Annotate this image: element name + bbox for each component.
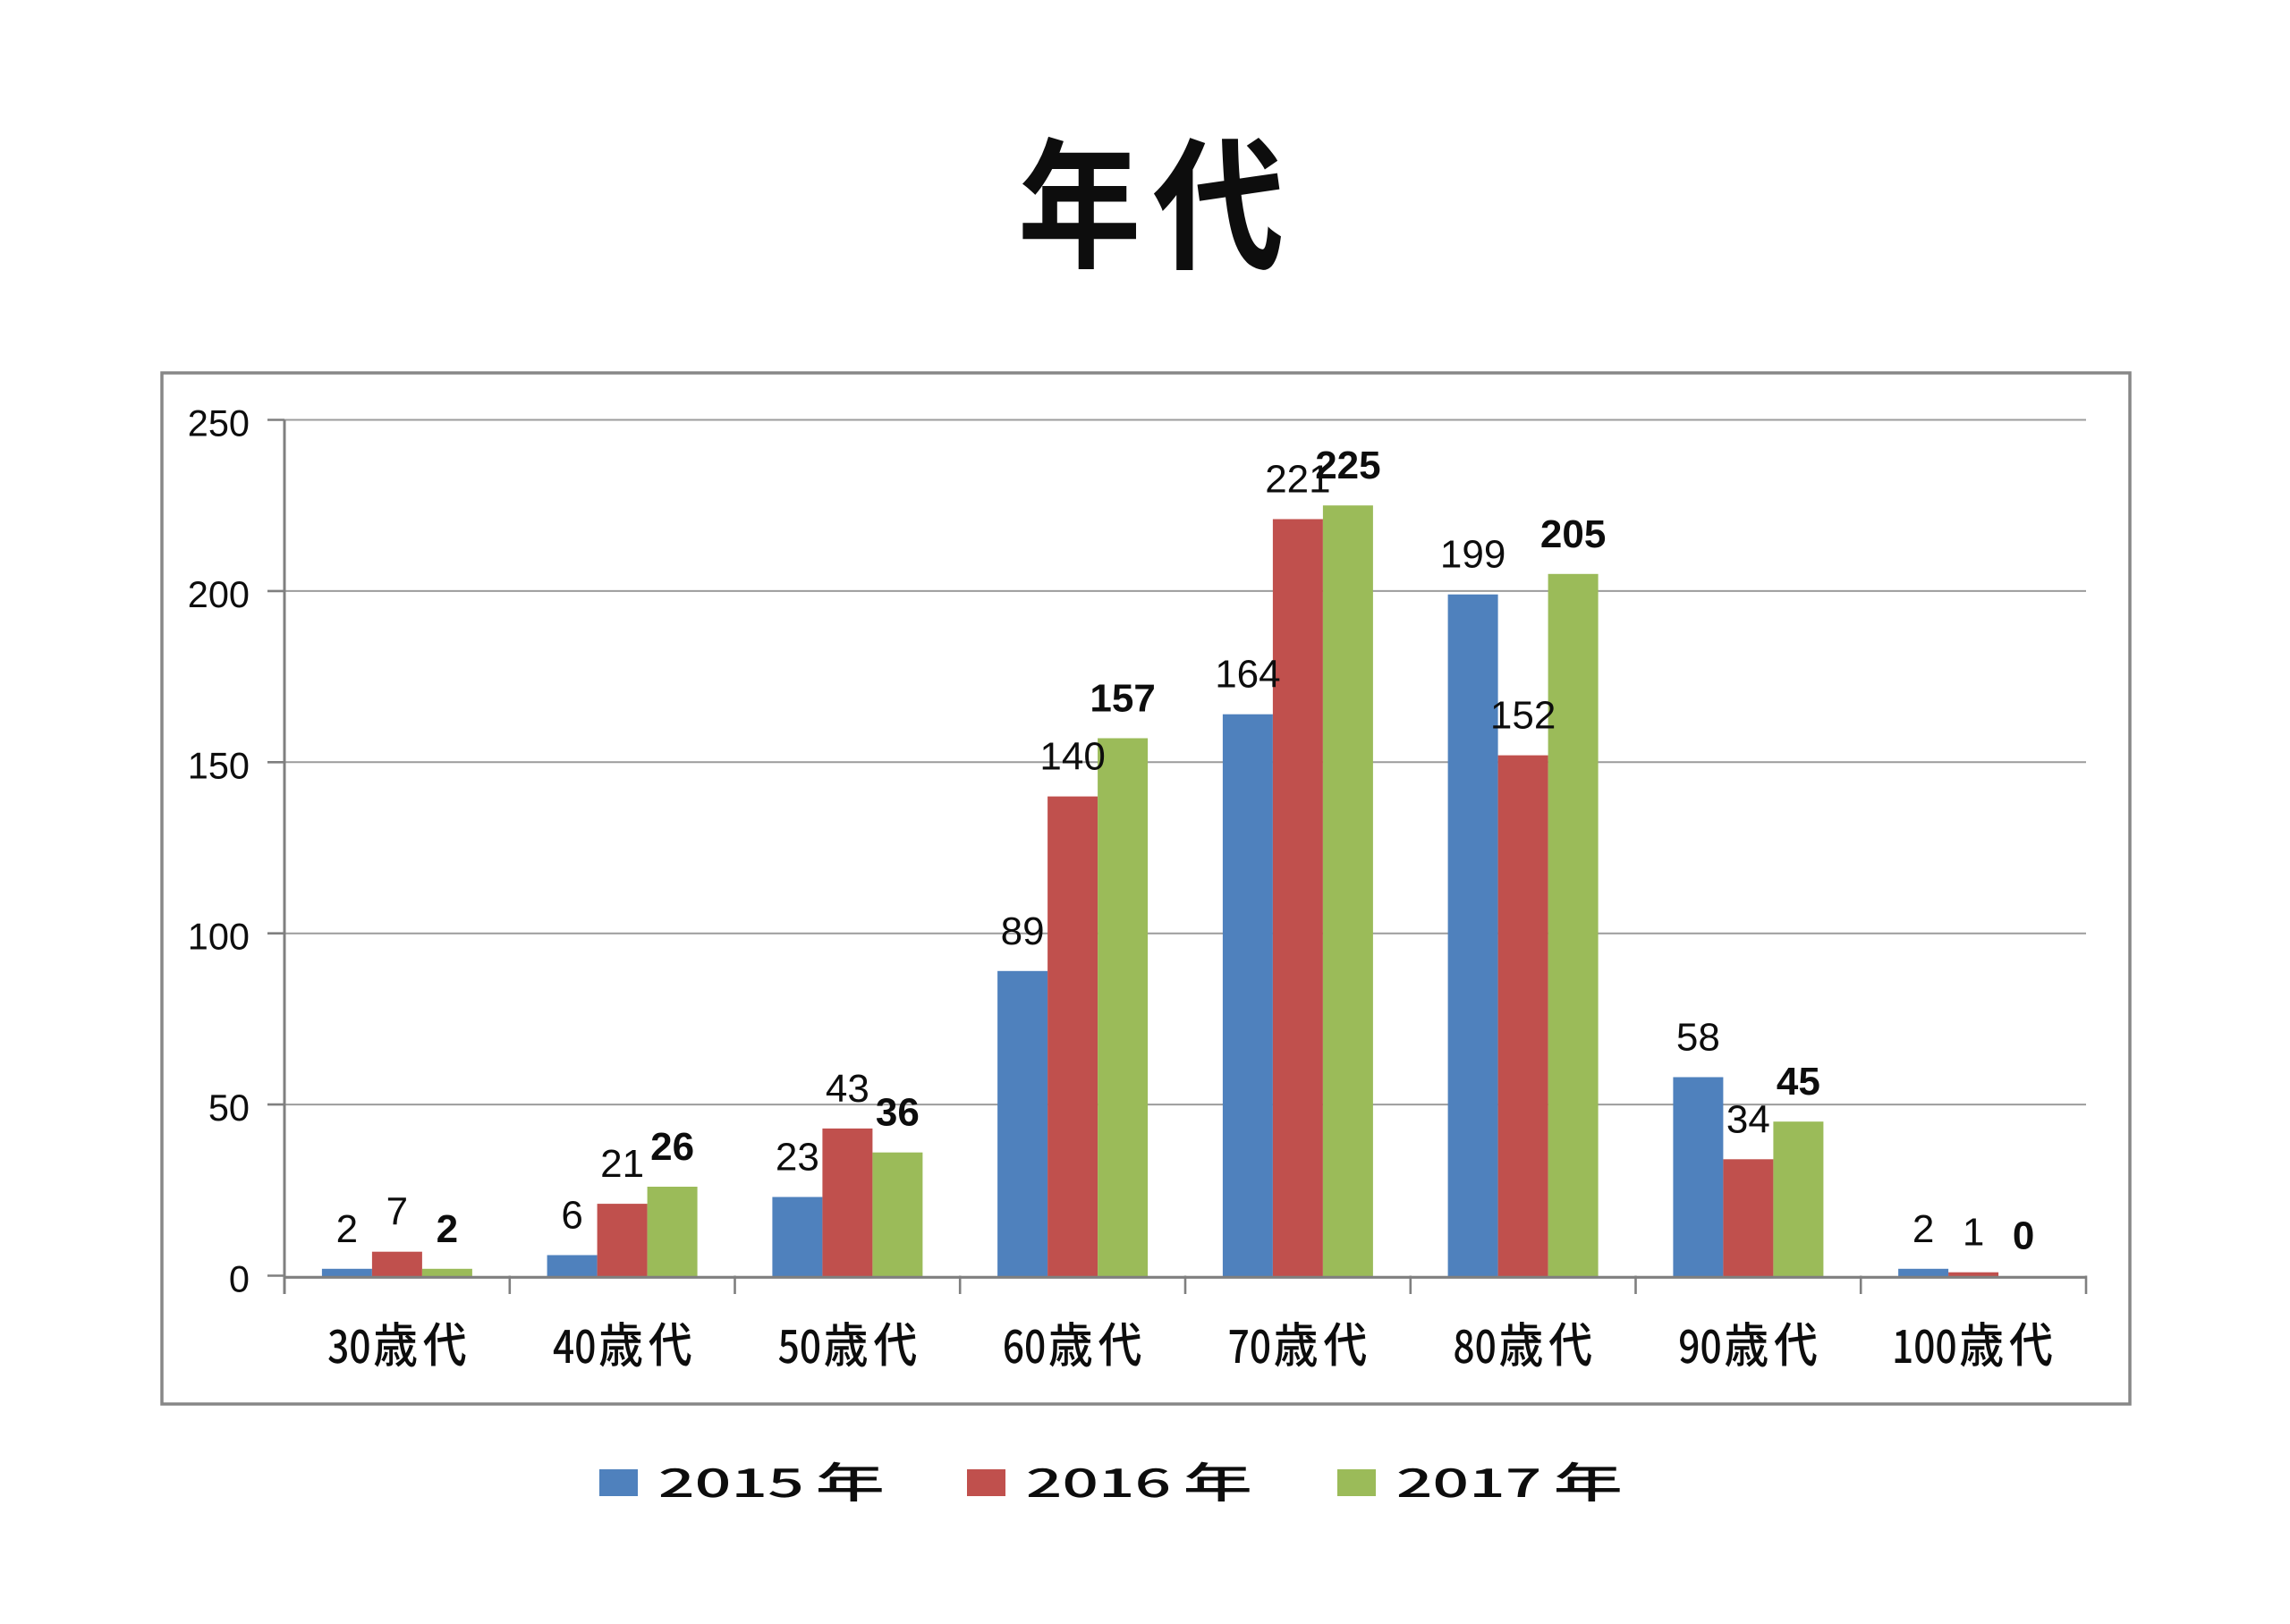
svg-text:7: 7 [386, 1190, 408, 1234]
svg-text:21: 21 [600, 1142, 644, 1186]
svg-text:164: 164 [1215, 653, 1280, 697]
svg-text:89: 89 [1001, 909, 1045, 953]
svg-text:2: 2 [1913, 1207, 1934, 1251]
svg-text:0: 0 [2013, 1214, 2034, 1258]
svg-text:199: 199 [1440, 533, 1505, 577]
svg-text:36: 36 [876, 1091, 920, 1135]
svg-text:2: 2 [336, 1207, 358, 1251]
svg-text:45: 45 [1777, 1060, 1820, 1104]
svg-text:0: 0 [229, 1258, 250, 1300]
svg-text:100: 100 [188, 916, 250, 958]
svg-text:1: 1 [1963, 1211, 1984, 1255]
svg-text:50: 50 [208, 1087, 250, 1129]
svg-text:150: 150 [188, 744, 250, 786]
svg-text:225: 225 [1315, 444, 1380, 487]
svg-text:221: 221 [1265, 458, 1330, 502]
svg-text:200: 200 [188, 573, 250, 615]
svg-text:6: 6 [561, 1194, 582, 1238]
svg-text:140: 140 [1039, 735, 1105, 779]
svg-text:58: 58 [1676, 1016, 1720, 1060]
svg-text:34: 34 [1726, 1097, 1770, 1141]
svg-text:26: 26 [650, 1125, 694, 1169]
svg-text:2: 2 [437, 1207, 458, 1251]
svg-text:205: 205 [1540, 512, 1606, 556]
svg-text:23: 23 [776, 1136, 819, 1180]
svg-text:157: 157 [1090, 677, 1155, 721]
svg-text:152: 152 [1490, 694, 1556, 738]
svg-text:43: 43 [826, 1067, 869, 1111]
svg-text:250: 250 [188, 402, 250, 444]
